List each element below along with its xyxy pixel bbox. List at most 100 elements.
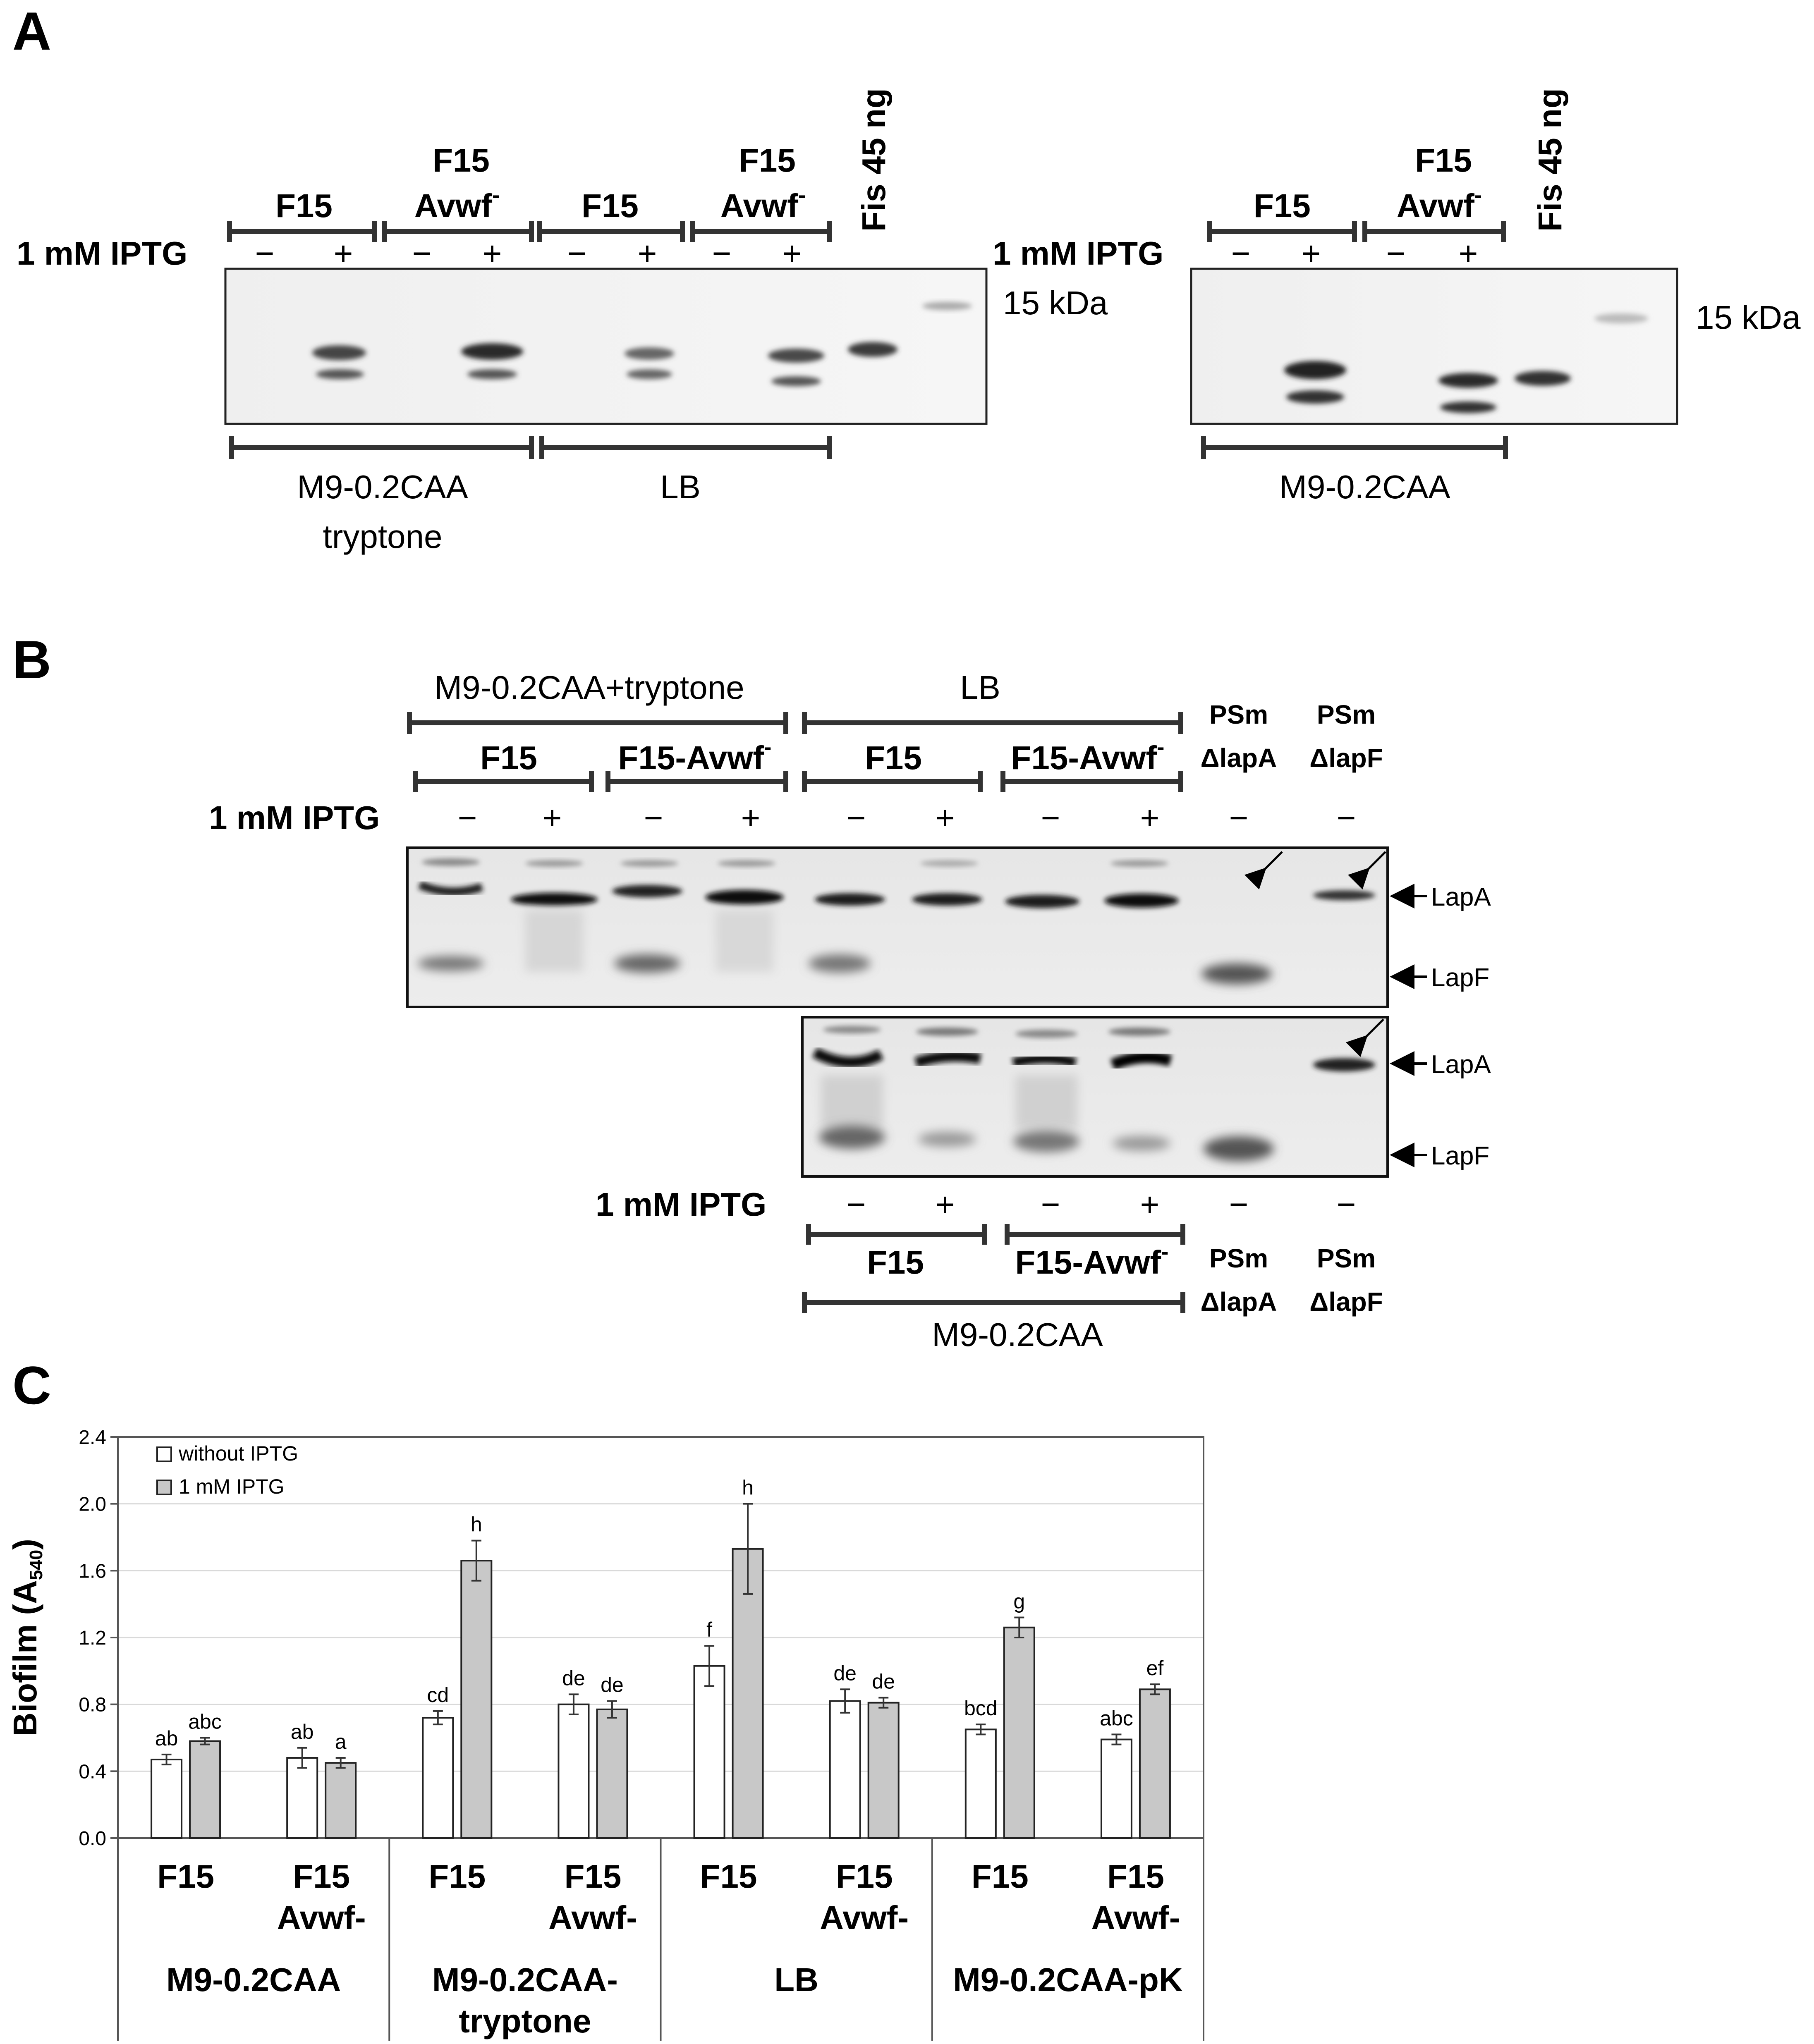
b-delta-lapF: ΔlapF — [1309, 743, 1383, 773]
gel-b-bottom-bands — [812, 1018, 1384, 1161]
b-strain-avwf: F15-Avwf- — [618, 734, 772, 776]
b-strain-f15: F15 — [867, 1244, 924, 1281]
a-iptg-label-right: 1 mM IPTG — [993, 235, 1163, 272]
significance-letter: cd — [427, 1683, 449, 1707]
a-minus: − — [412, 235, 432, 272]
category-label: F15 — [836, 1858, 893, 1895]
significance-letter: abc — [188, 1710, 222, 1733]
b-delta-lapF: ΔlapF — [1309, 1287, 1383, 1317]
category-label: Avwf- — [1091, 1899, 1180, 1936]
a-medium-right: M9-0.2CAA — [1279, 469, 1450, 505]
significance-letter: f — [706, 1618, 712, 1641]
a-plus: + — [483, 235, 502, 272]
significance-letter: ab — [291, 1720, 314, 1743]
b-minus: − — [1041, 799, 1060, 836]
category-label: F15 — [157, 1858, 214, 1895]
b-minus: − — [458, 799, 477, 836]
y-tick-label: 1.2 — [79, 1627, 106, 1649]
a-minus: − — [567, 235, 587, 272]
b-top-medium-2: LB — [960, 669, 1000, 706]
bar-without-iptg — [693, 1665, 725, 1839]
b-strain-f15: F15 — [865, 739, 922, 776]
bar-with-iptg — [596, 1708, 628, 1839]
significance-letter: de — [872, 1670, 895, 1693]
b-iptg-label-bottom: 1 mM IPTG — [596, 1186, 766, 1223]
panel-b-letter: B — [12, 629, 51, 690]
significance-letter: a — [335, 1730, 347, 1753]
significance-letter: h — [471, 1513, 482, 1536]
b-minus: − — [1229, 799, 1249, 836]
category-label: Avwf- — [820, 1899, 909, 1936]
significance-letter: ab — [155, 1727, 178, 1750]
group-label: LB — [774, 1961, 818, 1998]
a-strain-avwf: Avwf- — [1397, 182, 1482, 224]
a-strain-avwf: Avwf- — [414, 182, 500, 224]
b-lapA-label: LapA — [1431, 883, 1491, 911]
significance-letter: de — [833, 1661, 857, 1685]
legend-label: 1 mM IPTG — [179, 1475, 285, 1498]
bar-with-iptg — [325, 1762, 357, 1839]
bar-without-iptg — [829, 1700, 861, 1839]
significance-letter: de — [562, 1666, 585, 1690]
b-iptg-label-top: 1 mM IPTG — [209, 799, 380, 836]
y-tick-label: 1.6 — [79, 1560, 106, 1582]
bar-without-iptg — [964, 1728, 997, 1839]
category-label: F15 — [565, 1858, 622, 1895]
b-psm: PSm — [1317, 1243, 1376, 1273]
category-label: Avwf- — [277, 1899, 366, 1936]
a-strain-f15-top: F15 — [1415, 142, 1472, 179]
bar-with-iptg — [1139, 1688, 1171, 1839]
a-plus: + — [1459, 235, 1478, 272]
a-medium-lb: LB — [660, 469, 701, 505]
significance-letter: bcd — [964, 1697, 998, 1720]
b-strain-avwf: F15-Avwf- — [1015, 1238, 1169, 1281]
a-brackets-top — [227, 221, 1506, 242]
gel-a-right — [1190, 268, 1678, 425]
b-top-medium-1: M9-0.2CAA+tryptone — [434, 669, 744, 706]
significance-letter: ef — [1146, 1657, 1164, 1680]
a-kda-label: 15 kDa — [1003, 284, 1108, 321]
y-tick-label: 0.4 — [79, 1761, 106, 1783]
gel-a-right-bands — [1284, 313, 1648, 413]
panel-c-letter: C — [12, 1355, 51, 1415]
b-brackets-bottom — [802, 1224, 1185, 1313]
b-minus: − — [1229, 1186, 1249, 1223]
a-fis-label: Fis 45 ng — [1532, 88, 1568, 232]
a-strain-f15-top: F15 — [433, 142, 490, 179]
y-tick-label: 2.4 — [79, 1427, 106, 1449]
bar-without-iptg — [422, 1717, 454, 1839]
b-strain-f15: F15 — [480, 739, 537, 776]
bar-without-iptg — [1100, 1738, 1132, 1839]
b-psm: PSm — [1317, 700, 1376, 729]
significance-letter: de — [601, 1673, 624, 1697]
b-plus: + — [936, 799, 955, 836]
group-label: M9-0.2CAA-pK — [953, 1961, 1183, 1998]
b-minus: − — [847, 799, 866, 836]
bar-with-iptg — [732, 1548, 764, 1839]
b-minus: − — [1041, 1186, 1060, 1223]
b-lapA-label: LapA — [1431, 1050, 1491, 1079]
a-strain-f15: F15 — [275, 187, 333, 224]
bar-with-iptg — [1003, 1626, 1035, 1839]
b-plus: + — [1140, 799, 1160, 836]
legend-swatch — [156, 1446, 172, 1462]
a-strain-avwf: Avwf- — [720, 182, 806, 224]
a-plus: + — [783, 235, 802, 272]
legend-swatch — [156, 1480, 172, 1495]
gel-a-left-bands — [312, 302, 972, 386]
category-label: F15 — [972, 1858, 1029, 1895]
b-plus: + — [936, 1186, 955, 1223]
a-fis-label: Fis 45 ng — [855, 88, 892, 232]
a-medium-left-1: M9-0.2CAA — [297, 469, 468, 505]
bar-with-iptg — [867, 1702, 900, 1839]
a-plus: + — [1302, 235, 1321, 272]
group-label: M9-0.2CAA — [166, 1961, 341, 1998]
bar-with-iptg — [460, 1560, 493, 1839]
b-plus: + — [741, 799, 761, 836]
legend-label: without IPTG — [178, 1442, 298, 1465]
category-label: F15 — [293, 1858, 350, 1895]
a-strain-f15: F15 — [582, 187, 639, 224]
bar-without-iptg — [286, 1757, 318, 1839]
